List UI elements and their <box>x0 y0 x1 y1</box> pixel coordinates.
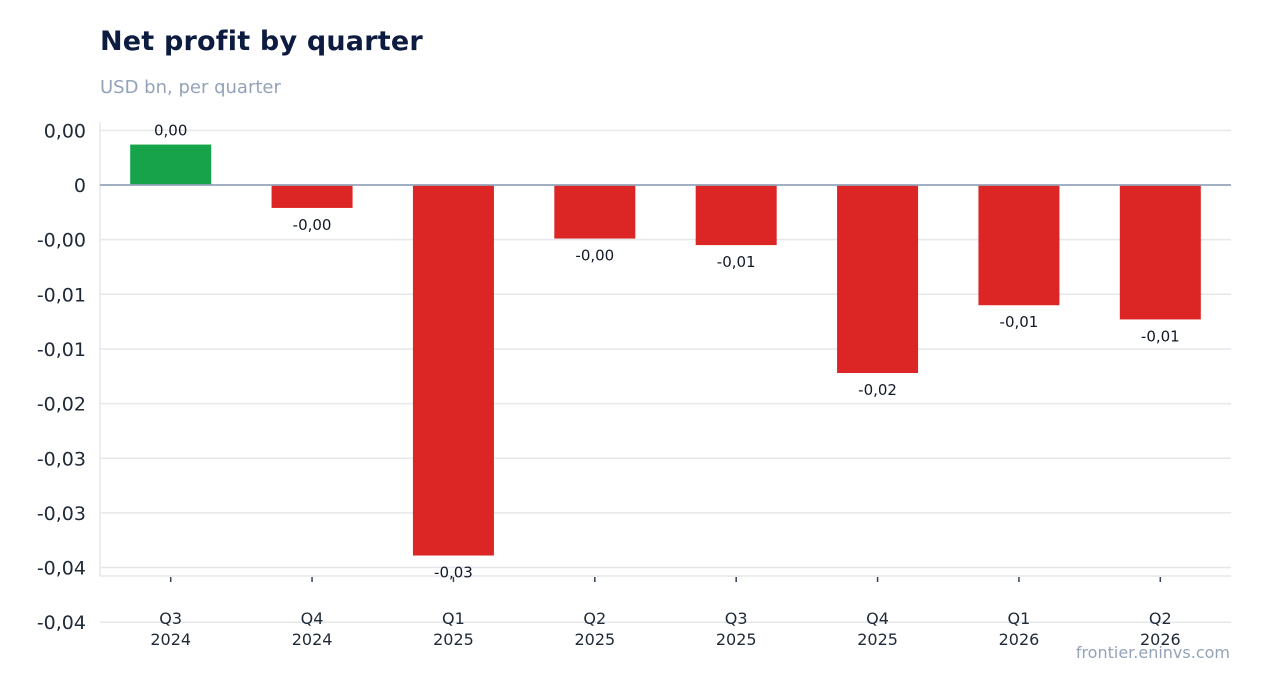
y-tick-label: 0 <box>74 175 86 197</box>
source-label: frontier.eninvs.com <box>1075 643 1230 662</box>
bar <box>130 144 212 185</box>
bar <box>1119 185 1201 320</box>
x-tick-label: Q1 <box>1008 609 1031 628</box>
data-label: -0,01 <box>717 253 756 271</box>
x-tick-label: 2025 <box>574 630 615 649</box>
x-tick-label: 2026 <box>999 630 1040 649</box>
x-tick-label: 2025 <box>433 630 474 649</box>
x-tick-label: Q2 <box>1149 609 1172 628</box>
data-label: -0,02 <box>858 381 897 399</box>
x-tick-label: 2026 <box>1140 630 1181 649</box>
data-label: -0,00 <box>575 247 614 265</box>
x-tick-label: Q1 <box>442 609 465 628</box>
y-tick-label: -0,02 <box>37 394 86 416</box>
bar <box>554 185 636 239</box>
x-tick-label: 2025 <box>857 630 898 649</box>
y-tick-label: -0,03 <box>37 503 86 525</box>
data-label: -0,01 <box>1000 313 1039 331</box>
data-label: -0,00 <box>293 216 332 234</box>
y-tick-label: -0,03 <box>37 448 86 470</box>
chart-subtitle: USD bn, per quarter <box>100 77 281 98</box>
chart-title: Net profit by quarter <box>100 26 423 57</box>
bar <box>837 185 919 373</box>
data-label: -0,03 <box>434 564 473 582</box>
y-tick-label: -0,01 <box>37 339 86 361</box>
y-tick-label: -0,04 <box>37 558 86 580</box>
x-tick-label: 2025 <box>716 630 757 649</box>
x-tick-label: Q3 <box>725 609 748 628</box>
y-tick-label: 0,00 <box>44 120 86 142</box>
x-tick-label: Q4 <box>866 609 889 628</box>
x-tick-label: Q2 <box>583 609 606 628</box>
bar <box>412 185 494 556</box>
y-tick-label: -0,01 <box>37 284 86 306</box>
x-tick-label: 2024 <box>150 630 191 649</box>
x-tick-label: 2024 <box>292 630 333 649</box>
y-tick-label: -0,04 <box>37 612 86 634</box>
x-tick-label: Q4 <box>301 609 324 628</box>
data-label: -0,01 <box>1141 327 1180 345</box>
x-tick-label: Q3 <box>159 609 182 628</box>
bar <box>695 185 777 246</box>
data-label: 0,00 <box>154 122 187 140</box>
bar <box>271 185 353 208</box>
bar <box>978 185 1060 306</box>
y-tick-label: -0,00 <box>37 230 86 252</box>
